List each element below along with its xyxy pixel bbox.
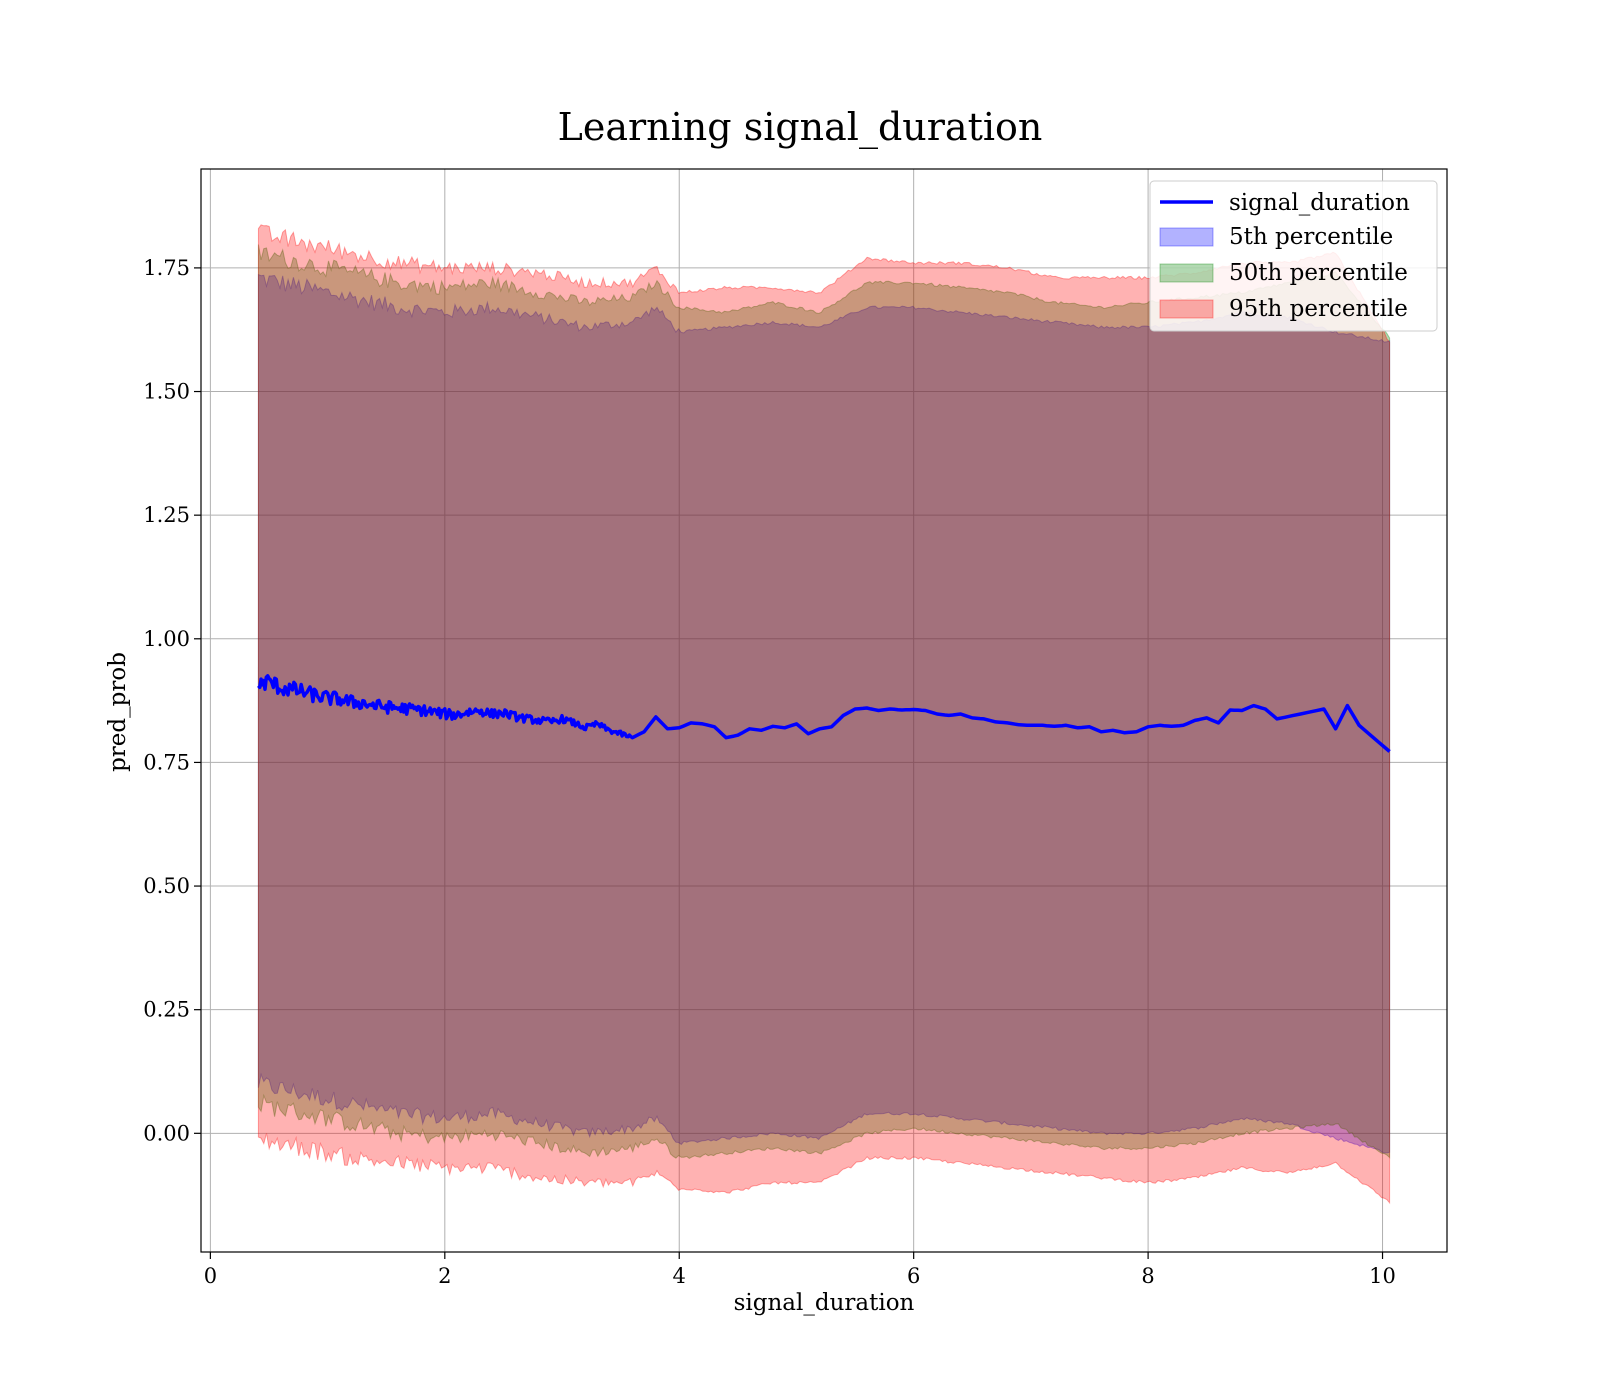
band-2: [257, 244, 1391, 1159]
legend: signal_duration 5th percentile 50th percen…: [1149, 180, 1438, 332]
x-tick-label: 6: [907, 1264, 920, 1288]
y-tick-label: 1.25: [143, 503, 190, 527]
y-tick-label: 0.25: [143, 998, 190, 1022]
y-tick-label: 1.50: [143, 380, 190, 404]
legend-label: 95th percentile: [1229, 296, 1408, 322]
x-tick-label: 4: [673, 1264, 686, 1288]
series-line: [257, 674, 1391, 753]
percentile-bands: [257, 224, 1391, 1205]
legend-box: [1149, 180, 1438, 332]
y-tick-label: 0.00: [143, 1121, 190, 1145]
legend-label: signal_duration: [1229, 190, 1410, 216]
y-tick-label: 1.75: [143, 256, 190, 280]
signal-duration-line: [257, 674, 1391, 753]
grid-lines: [201, 169, 1447, 1252]
y-tick-label: 0.75: [143, 750, 190, 774]
chart-title: Learning signal_duration: [558, 105, 1043, 150]
legend-swatch-3: [1159, 299, 1214, 319]
x-axis: 0 2 4 6 8 10: [204, 1252, 1396, 1288]
x-tick-label: 0: [204, 1264, 217, 1288]
y-tick-label: 1.00: [143, 627, 190, 651]
legend-label: 5th percentile: [1229, 224, 1393, 250]
band-3: [257, 224, 1391, 1205]
band-1: [257, 273, 1391, 1154]
x-tick-label: 8: [1141, 1264, 1154, 1288]
y-tick-label: 0.50: [143, 874, 190, 898]
legend-swatch-2: [1159, 263, 1214, 283]
legend-label: 50th percentile: [1229, 260, 1408, 286]
y-axis-label: pred_prob: [105, 652, 131, 772]
plot-frame: [200, 168, 1448, 1253]
x-axis-label: signal_duration: [734, 1290, 915, 1316]
x-tick-label: 2: [438, 1264, 451, 1288]
legend-swatch-1: [1159, 227, 1214, 247]
x-tick-label: 10: [1369, 1264, 1396, 1288]
y-axis: 0.00 0.25 0.50 0.75 1.00 1.25 1.50 1.75: [143, 256, 201, 1145]
